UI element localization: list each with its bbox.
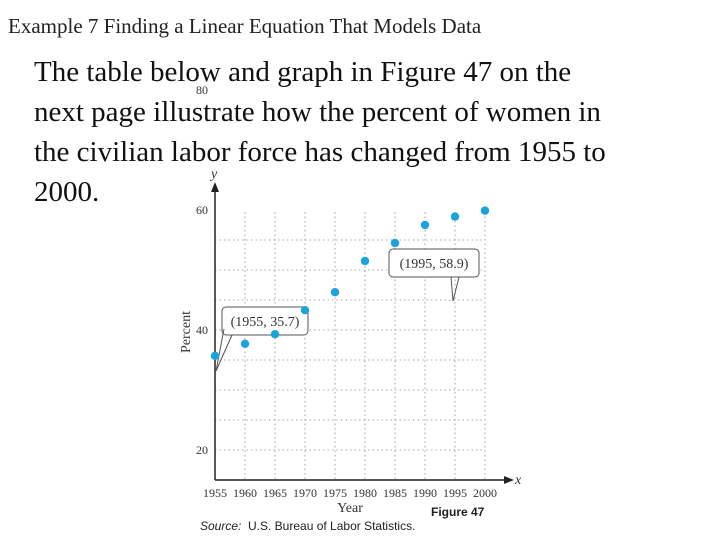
figure-label: Figure 47 <box>431 505 485 519</box>
x-tick-label: 1970 <box>293 486 317 500</box>
data-point <box>210 351 220 360</box>
callout-pointer <box>215 328 233 372</box>
data-point <box>390 238 400 248</box>
body-text: The table below and graph in Figure 47 o… <box>34 52 694 212</box>
data-point <box>300 306 310 315</box>
callout-label: (1995, 58.9) <box>400 257 469 272</box>
x-tick-label: 1955 <box>203 486 227 500</box>
x-axis-label: Year <box>337 501 363 516</box>
data-point <box>330 288 340 297</box>
x-tick-label: 1985 <box>383 486 407 500</box>
callout-box <box>388 248 480 278</box>
data-point <box>270 330 280 339</box>
annotations: (1955, 35.7) (1995, 58.9) <box>215 248 480 372</box>
data-point <box>450 212 460 221</box>
callout-pointer <box>450 276 460 302</box>
x-tick-label: 2000 <box>473 486 497 500</box>
y-tick-label: 60 <box>196 203 208 217</box>
y-tick-label: 20 <box>196 443 208 457</box>
annotation-callout: (1995, 58.9) <box>388 248 480 302</box>
body-line: the civilian labor force has changed fro… <box>34 136 606 168</box>
tick-labels: 1955 1960 1965 1970 1975 1980 1985 1990 1995 2000… <box>196 83 497 500</box>
source-text: U.S. Bureau of Labor Statistics. <box>248 519 415 533</box>
source-prefix: Source: <box>200 519 241 533</box>
y-axis-name: y <box>209 167 218 182</box>
chart-axes <box>211 182 514 484</box>
y-tick-label: 80 <box>196 83 208 97</box>
slide-title: Example 7 Finding a Linear Equation That… <box>8 14 482 38</box>
y-axis-label: Percent <box>179 311 194 353</box>
x-tick-label: 1980 <box>353 486 377 500</box>
x-tick-label: 1990 <box>413 486 437 500</box>
x-axis-arrow <box>504 476 514 484</box>
data-point <box>240 339 250 348</box>
callout-label: (1955, 35.7) <box>231 315 300 330</box>
y-tick-label: 40 <box>196 323 208 337</box>
body-line: 2000. <box>34 176 100 208</box>
body-line: The table below and graph in Figure 47 o… <box>34 56 572 88</box>
annotation-callout: (1955, 35.7) <box>215 306 309 372</box>
chart-labels: x y Year Percent Source: U.S. Bureau of … <box>179 167 522 533</box>
x-tick-label: 1960 <box>233 486 257 500</box>
data-points <box>210 206 490 360</box>
body-line: next page illustrate how the percent of … <box>34 96 601 128</box>
data-point <box>360 256 370 266</box>
x-tick-label: 1965 <box>263 486 287 500</box>
data-point <box>480 206 490 215</box>
x-tick-label: 1975 <box>323 486 347 500</box>
data-point <box>420 220 430 230</box>
y-axis-arrow <box>211 182 219 192</box>
callout-box <box>221 306 309 336</box>
x-tick-label: 1995 <box>443 486 467 500</box>
x-axis-name: x <box>514 473 522 488</box>
